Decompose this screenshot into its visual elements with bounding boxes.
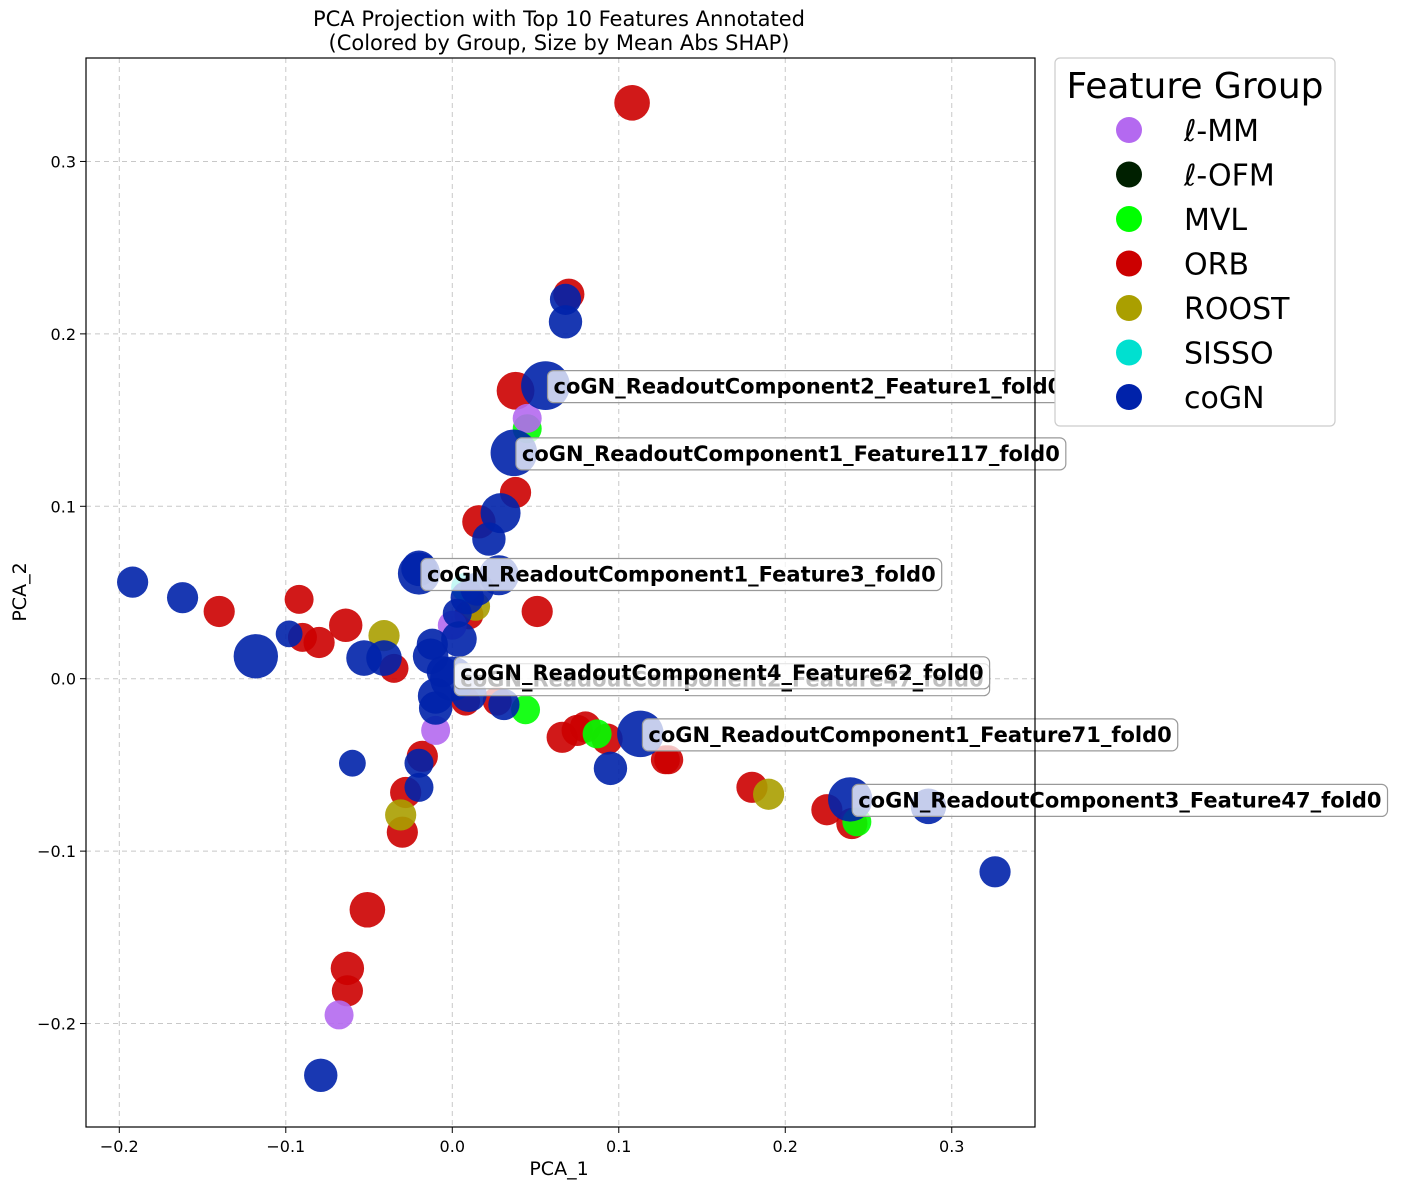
- x-tick-label: −0.2: [100, 1137, 139, 1156]
- y-tick-label: 0.3: [51, 152, 76, 171]
- legend-marker: [1116, 206, 1142, 232]
- legend-frame: [1054, 57, 1336, 427]
- x-tick-label: 0.1: [606, 1137, 631, 1156]
- data-point: [284, 584, 314, 614]
- x-axis-label: PCA_1: [529, 1158, 588, 1180]
- data-point: [349, 891, 386, 928]
- data-point: [488, 688, 520, 721]
- annotation-label: coGN_ReadoutComponent1_Feature117_fold0: [515, 437, 1067, 471]
- data-point: [548, 305, 583, 339]
- data-point: [329, 608, 363, 642]
- legend: Feature Group ℓ-MM ℓ-OFM MVL ORB ROOST SISSO c…: [1054, 57, 1336, 427]
- annotation-label: coGN_ReadoutComponent1_Feature3_fold0: [420, 557, 943, 592]
- legend-marker: [1116, 384, 1142, 410]
- y-tick-label: 0.0: [51, 670, 76, 689]
- data-point: [654, 745, 684, 775]
- x-tick-label: 0.0: [440, 1137, 465, 1156]
- legend-label: SISSO: [1184, 337, 1274, 372]
- legend-label: ORB: [1184, 248, 1249, 283]
- annotation-text: coGN_ReadoutComponent1_Feature71_fold0: [648, 723, 1171, 747]
- data-point: [338, 749, 366, 777]
- legend-marker: [1116, 117, 1142, 143]
- x-tick-label: 0.2: [773, 1137, 798, 1156]
- data-point: [979, 856, 1011, 888]
- legend-item: ℓ-MM: [1116, 114, 1259, 149]
- legend-marker: [1116, 339, 1142, 366]
- legend-marker: [1116, 295, 1142, 321]
- y-tick-label: 0.2: [51, 325, 76, 344]
- data-point: [418, 691, 453, 725]
- legend-label: ℓ-MM: [1183, 114, 1259, 149]
- data-point: [521, 595, 553, 628]
- y-axis-ticks: −0.2 −0.1 0.0 0.1 0.2 0.3: [37, 152, 86, 1034]
- plot-frame: [85, 57, 1036, 1128]
- data-point: [404, 748, 434, 778]
- annotation-box: [453, 656, 991, 690]
- data-point: [203, 595, 235, 628]
- legend-item: SISSO: [1116, 337, 1274, 372]
- annotation-label: coGN_ReadoutComponent3_Feature47_fold0: [851, 783, 1389, 818]
- data-point: [324, 1000, 354, 1030]
- legend-item: ℓ-OFM: [1116, 159, 1275, 194]
- annotation-text: coGN_ReadoutComponent1_Feature117_fold0: [522, 442, 1060, 466]
- data-point: [166, 582, 199, 614]
- annotation-label: coGN_ReadoutComponent2_Feature1_fold0: [546, 369, 1069, 404]
- legend-label: ROOST: [1184, 292, 1290, 327]
- legend-item: ORB: [1116, 248, 1249, 283]
- annotation-label: coGN_ReadoutComponent1_Feature71_fold0: [641, 718, 1179, 752]
- data-point: [512, 403, 542, 433]
- data-point: [442, 598, 472, 628]
- data-point: [404, 772, 434, 802]
- annotation-box: [420, 557, 943, 592]
- data-point: [330, 951, 365, 986]
- annotation-text: coGN_ReadoutComponent1_Feature3_fold0: [427, 563, 936, 587]
- data-point: [233, 634, 279, 679]
- grid: [86, 58, 1035, 1127]
- chart-subtitle: (Colored by Group, Size by Mean Abs SHAP…: [329, 31, 790, 55]
- y-tick-label: −0.1: [37, 842, 76, 861]
- data-point: [593, 751, 628, 786]
- x-tick-label: −0.1: [266, 1137, 305, 1156]
- x-tick-label: 0.3: [939, 1137, 964, 1156]
- data-point: [614, 85, 650, 121]
- data-point: [753, 778, 785, 810]
- data-point: [303, 626, 335, 659]
- data-point: [441, 621, 477, 657]
- legend-item: ROOST: [1116, 292, 1290, 327]
- annotation-box: [641, 718, 1179, 752]
- data-point: [385, 799, 417, 831]
- annotation-text: coGN_ReadoutComponent3_Feature47_fold0: [858, 788, 1381, 812]
- legend-marker: [1116, 250, 1142, 277]
- chart-title: PCA Projection with Top 10 Features Anno…: [313, 7, 805, 31]
- legend-label: MVL: [1184, 203, 1247, 238]
- legend-marker: [1116, 161, 1142, 188]
- data-point: [304, 1058, 338, 1092]
- annotation-text: coGN_ReadoutComponent4_Feature62_fold0: [460, 661, 983, 685]
- annotation-label: coGN_ReadoutComponent4_Feature62_fold0: [453, 656, 991, 690]
- annotations: coGN_ReadoutComponent2_Feature1_fold0 coG…: [420, 369, 1389, 818]
- data-point: [472, 522, 506, 556]
- data-point: [331, 975, 363, 1007]
- data-point: [117, 566, 149, 598]
- data-point: [421, 715, 451, 745]
- data-point: [275, 620, 303, 648]
- y-tick-label: −0.2: [37, 1015, 76, 1034]
- legend-label: coGN: [1184, 381, 1265, 416]
- annotation-text: coGN_ReadoutComponent2_Feature1_fold0: [554, 375, 1063, 399]
- x-axis-ticks: −0.2 −0.1 0.0 0.1 0.2 0.3: [100, 1127, 964, 1156]
- y-axis-label: PCA_2: [9, 562, 31, 621]
- legend-title: Feature Group: [1066, 66, 1323, 107]
- legend-label: ℓ-OFM: [1183, 159, 1275, 194]
- annotation-box: [851, 783, 1389, 818]
- annotation-box: [515, 437, 1067, 471]
- data-point: [582, 719, 612, 749]
- legend-item: coGN: [1116, 381, 1265, 416]
- legend-item: MVL: [1116, 203, 1247, 238]
- data-point: [366, 640, 402, 676]
- y-tick-label: 0.1: [51, 497, 76, 516]
